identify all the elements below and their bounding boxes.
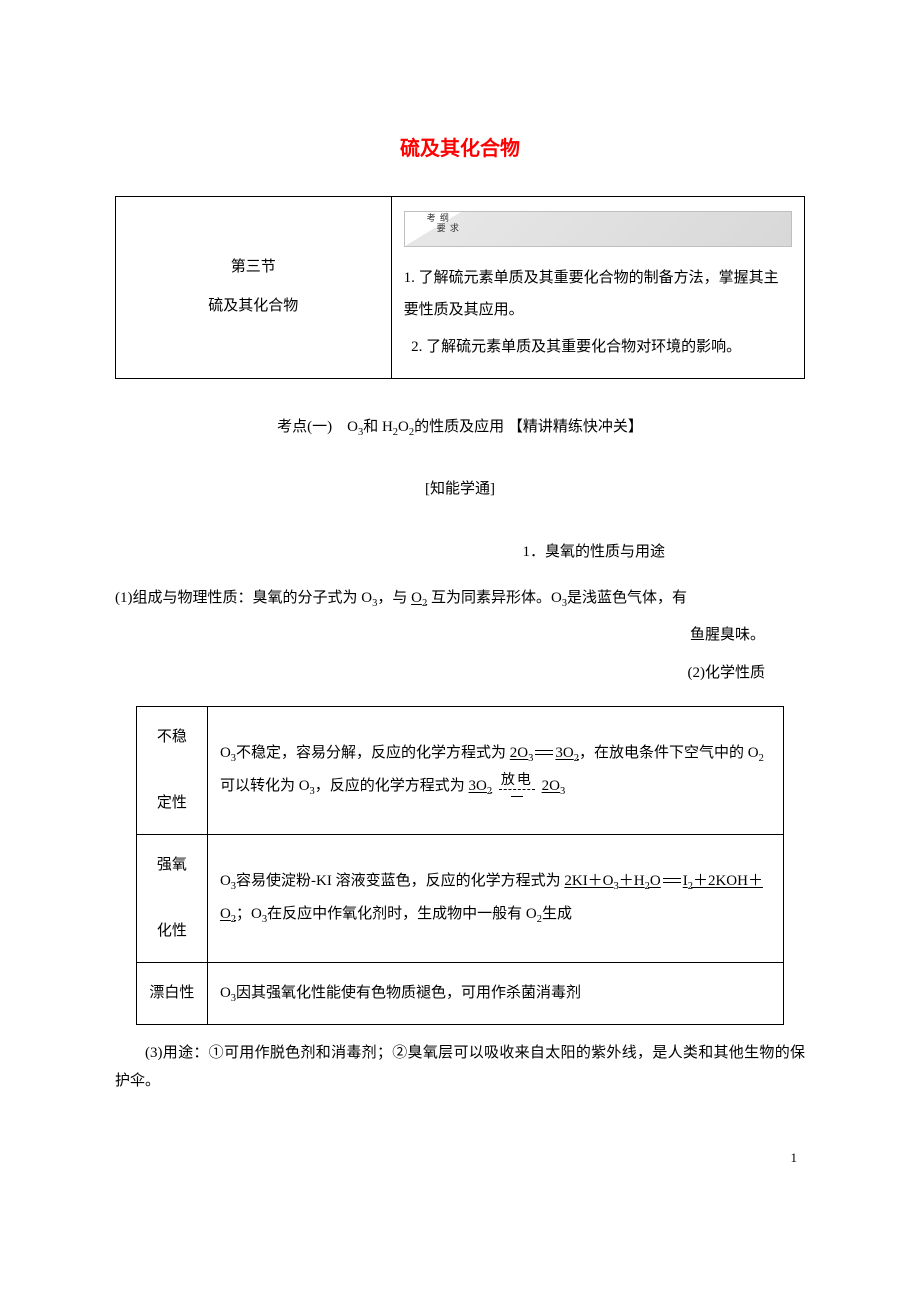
row-content: O3容易使淀粉-KI 溶液变蓝色，反应的化学方程式为 2KI＋O3＋H2OI2＋… [207,834,783,962]
table-row: 强氧化性 O3容易使淀粉-KI 溶液变蓝色，反应的化学方程式为 2KI＋O3＋H… [136,834,784,962]
text: ；O [236,906,262,922]
text: 可以转化为 O [220,778,310,794]
properties-table: 不稳定性 O3不稳定，容易分解，反应的化学方程式为 2O33O2，在放电条件下空… [136,706,785,1025]
text: ，反应的化学方程式为 [315,778,469,794]
text: ，在放电条件下空气中的 O [579,745,759,761]
row-content: O3不稳定，容易分解，反应的化学方程式为 2O33O2，在放电条件下空气中的 O… [207,706,783,834]
text: 3O [555,745,573,761]
text: 生成 [542,906,572,922]
text: 2O [510,745,528,761]
text: 3O [469,778,487,794]
text: 不稳定，容易分解，反应的化学方程式为 [236,745,510,761]
text: 在反应中作氧化剂时，生成物中一般有 O [267,906,537,922]
text: 2O [542,778,560,794]
underline: O2 [411,590,427,606]
section-cell: 第三节 硫及其化合物 [116,197,392,379]
zhineng-heading: [知能学通] [115,475,805,504]
sub: 2 [759,753,764,764]
section-line1: 第三节 [128,252,379,284]
sub: 3 [528,753,533,764]
requirement-1: 1. 了解硫元素单质及其重要化合物的制备方法，掌握其主要性质及其应用。 [404,263,792,326]
page-title: 硫及其化合物 [115,130,805,168]
kaodian-text: 考点(一) O3和 H2O2的性质及应用 【精讲精练快冲关】 [277,419,643,435]
equation: 2O33O2 [510,745,579,761]
paragraph-2: (2)化学性质 [115,659,805,688]
table-row: 第三节 硫及其化合物 考 纲 要 求 1. 了解硫元素单质及其重要化合物的制备方… [116,197,805,379]
paragraph-1: (1)组成与物理性质：臭氧的分子式为 O3，与 O2 互为同素异形体。O3是浅蓝… [115,584,805,613]
table-row: 不稳定性 O3不稳定，容易分解，反应的化学方程式为 2O33O2，在放电条件下空… [136,706,784,834]
requirement-2: 2. 了解硫元素单质及其重要化合物对环境的影响。 [404,332,792,364]
condition-text: 放电 [499,774,535,790]
equation: 2O3 [542,778,566,794]
text: 容易使淀粉-KI 溶液变蓝色，反应的化学方程式为 [236,873,564,889]
equals-icon [663,878,681,883]
header-table: 第三节 硫及其化合物 考 纲 要 求 1. 了解硫元素单质及其重要化合物的制备方… [115,196,805,379]
equals-icon [535,750,553,755]
kaodian-heading: 考点(一) O3和 H2O2的性质及应用 【精讲精练快冲关】 [115,413,805,442]
text: (1)组成与物理性质：臭氧的分子式为 O [115,590,372,606]
reaction-condition: 放电 [499,774,535,797]
requirements-cell: 考 纲 要 求 1. 了解硫元素单质及其重要化合物的制备方法，掌握其主要性质及其… [391,197,804,379]
text: 是浅蓝色气体，有 [567,590,687,606]
text: 互为同素异形体。O [427,590,562,606]
sub: 2 [487,786,492,797]
row-label: 不稳定性 [136,706,207,834]
section-1-title: 1．臭氧的性质与用途 [115,538,805,567]
requirements-banner: 考 纲 要 求 [404,211,792,247]
table-row: 漂白性 O3因其强氧化性能使有色物质褪色，可用作杀菌消毒剂 [136,962,784,1024]
text: O [411,590,422,606]
text: O [220,745,231,761]
section-line2: 硫及其化合物 [128,291,379,323]
paragraph-3: (3)用途：①可用作脱色剂和消毒剂；②臭氧层可以吸收来自太阳的紫外线，是人类和其… [115,1039,805,1096]
sub: 3 [560,786,565,797]
text: ，与 [377,590,411,606]
spacer [128,283,379,291]
equation: 3O2 [469,778,493,794]
row-label: 漂白性 [136,962,207,1024]
document-page: 硫及其化合物 第三节 硫及其化合物 考 纲 要 求 1. 了解硫元素单质及其重要… [0,0,920,1210]
text: O [220,873,231,889]
row-content: O3因其强氧化性能使有色物质褪色，可用作杀菌消毒剂 [207,962,783,1024]
row-label: 强氧化性 [136,834,207,962]
page-number: 1 [115,1146,805,1171]
paragraph-1-cont: 鱼腥臭味。 [115,621,805,650]
text: O [220,985,231,1001]
text: 因其强氧化性能使有色物质褪色，可用作杀菌消毒剂 [236,985,581,1001]
banner-text: 考 纲 要 求 [427,214,460,234]
